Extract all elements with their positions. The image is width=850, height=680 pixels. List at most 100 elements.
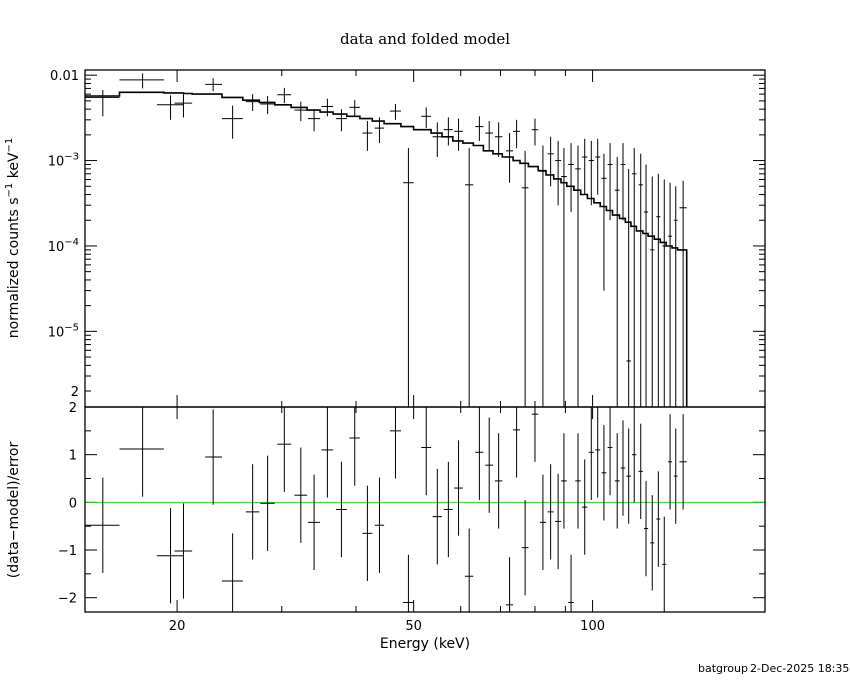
top-data-point (335, 109, 347, 132)
residual-point (626, 428, 631, 524)
x-tick-label: 50 (405, 619, 422, 634)
top-ticks: 0.01 10−3 10−4 10−5 2 (48, 69, 765, 407)
residual-point (421, 407, 432, 496)
top-data-point (568, 143, 574, 212)
top-data-point (531, 118, 539, 146)
top-data-point (389, 103, 401, 120)
top-data-point (494, 122, 503, 158)
residual-point (260, 455, 275, 551)
residual-point (475, 407, 484, 500)
bottom-y-tick-label: 2 (69, 401, 77, 416)
residual-point (119, 407, 164, 497)
top-y-axis-label: normalized counts s−1 keV−1 (4, 138, 22, 339)
residual-point (221, 533, 243, 612)
residual-point (638, 423, 643, 520)
model-step-line (85, 91, 688, 407)
top-y-tick-label: 10−5 (48, 322, 79, 340)
top-y-tick-label: 10−3 (48, 152, 79, 170)
residual-point (561, 433, 567, 529)
top-data-point (307, 109, 321, 132)
residual-point (575, 433, 581, 529)
residual-point (505, 557, 514, 612)
residual-point (432, 468, 442, 565)
top-data-point (403, 148, 414, 407)
top-data-point (662, 179, 667, 407)
top-data-point (638, 153, 643, 407)
chart-title: data and folded model (340, 30, 510, 48)
top-data-point (650, 176, 655, 407)
top-data-point (679, 180, 687, 407)
residual-point (673, 428, 678, 524)
top-data-point (632, 148, 637, 407)
top-data-point (607, 143, 613, 221)
residual-point (643, 480, 649, 577)
bottom-y-tick-label: −2 (58, 592, 77, 607)
top-data-point (362, 121, 373, 151)
residual-point (650, 495, 655, 591)
top-data-point (601, 153, 607, 291)
residual-point (632, 407, 637, 503)
top-data-point (513, 119, 521, 149)
residual-point (464, 528, 474, 612)
top-data-point (174, 94, 193, 118)
residual-point (601, 425, 607, 521)
top-data-point (626, 168, 631, 407)
residual-point (668, 414, 672, 510)
top-data-point (643, 164, 649, 407)
residual-point (443, 461, 453, 558)
residual-point (539, 474, 547, 571)
residual-point (294, 447, 308, 543)
x-tick-label: 20 (169, 619, 186, 634)
residual-point (307, 474, 321, 571)
residual-point (85, 477, 120, 573)
top-data-point (485, 121, 494, 151)
top-data-point (475, 116, 484, 141)
top-data-point (321, 98, 334, 117)
bottom-ticks: 20 50 100 2 1 0 −1 −2 (58, 401, 765, 634)
bottom-y-axis-label: (data−model)/error (6, 442, 22, 579)
top-data-point (539, 145, 547, 407)
residual-point (614, 433, 620, 529)
top-data-point (595, 138, 601, 195)
top-data-point (588, 140, 594, 206)
top-data-point (421, 107, 432, 129)
top-data-point (432, 122, 442, 158)
residual-point (656, 471, 661, 567)
residual-point (174, 503, 193, 599)
top-model-curve (85, 91, 688, 407)
top-data-point (547, 136, 554, 187)
residual-point (513, 407, 521, 478)
top-data-point (521, 150, 529, 407)
residual-point (555, 473, 562, 570)
residual-point (531, 407, 539, 462)
bottom-data-marks (85, 407, 687, 612)
top-data-point (443, 117, 453, 146)
top-data-point (277, 87, 292, 104)
residual-point (679, 414, 687, 510)
residual-point (547, 464, 554, 560)
top-data-point (349, 100, 360, 117)
x-tick-label: 100 (580, 619, 605, 634)
top-data-point (561, 148, 567, 407)
residual-point (568, 554, 574, 612)
top-data-point (656, 173, 661, 407)
top-data-point (668, 182, 672, 407)
residual-point (582, 459, 588, 555)
bottom-panel: 20 50 100 2 1 0 −1 −2 (58, 401, 766, 634)
residual-point (588, 407, 594, 500)
residual-point (205, 409, 222, 505)
top-data-point (582, 138, 588, 195)
residual-point (156, 508, 184, 604)
residual-point (321, 407, 334, 498)
top-panel: 0.01 10−3 10−4 10−5 2 (48, 69, 766, 408)
bottom-y-tick-label: 1 (69, 449, 77, 464)
bottom-y-tick-label: 0 (69, 496, 77, 511)
bottom-plot-frame (84, 406, 766, 613)
residual-point (349, 407, 360, 486)
top-data-point (464, 148, 474, 407)
residual-point (335, 461, 347, 558)
residual-point (454, 440, 463, 536)
residual-point (277, 407, 292, 492)
top-data-point (620, 143, 626, 221)
